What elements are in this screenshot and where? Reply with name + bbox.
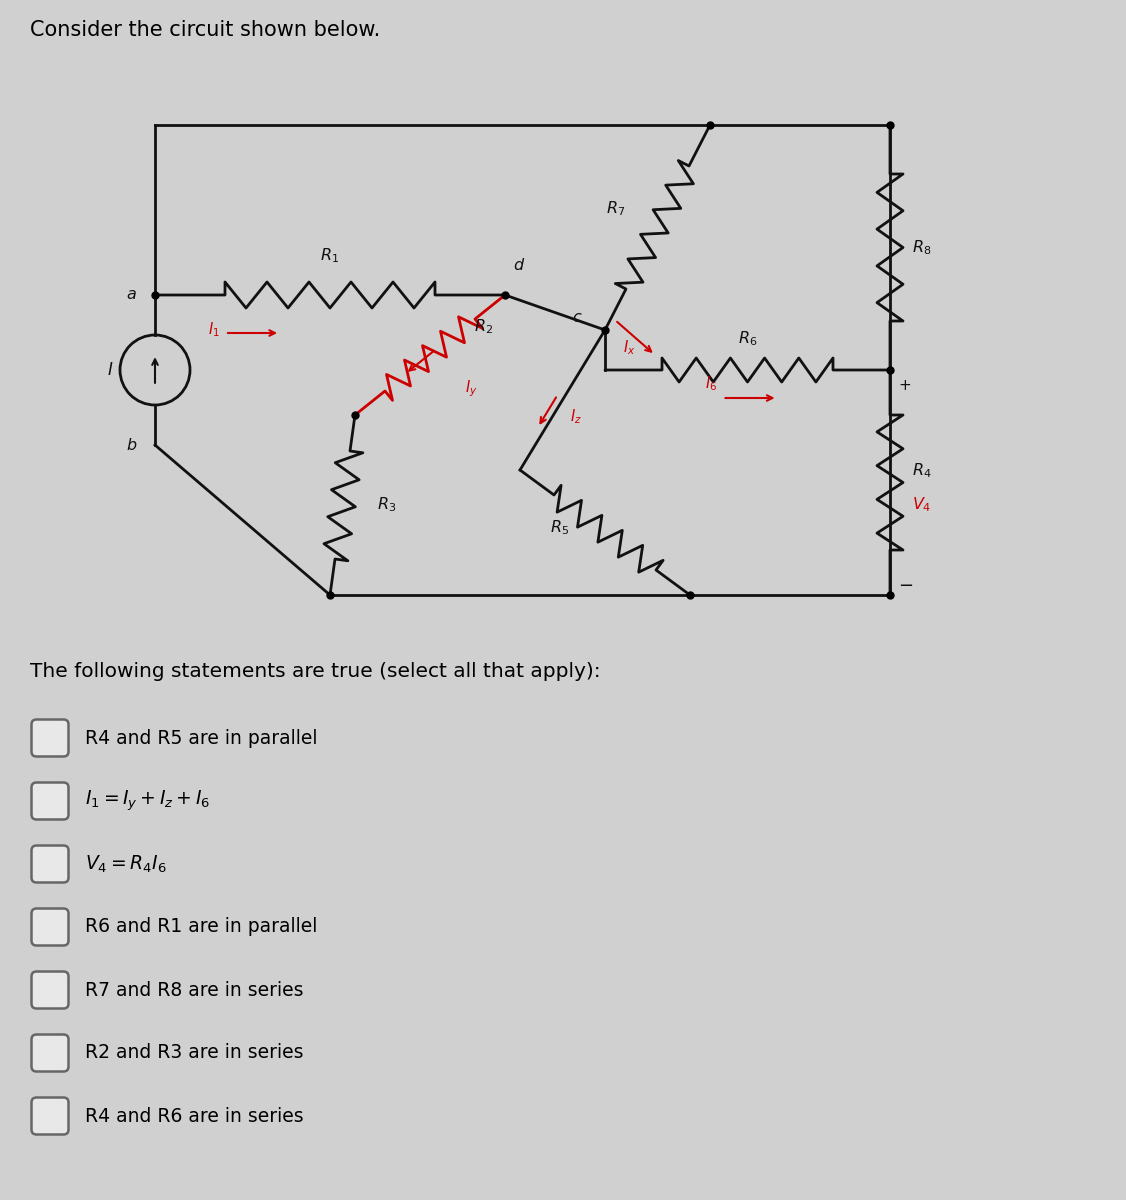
Text: The following statements are true (select all that apply):: The following statements are true (selec… <box>30 662 600 680</box>
Text: $R_2$: $R_2$ <box>474 317 493 336</box>
Text: $b$: $b$ <box>126 437 137 452</box>
Text: R2 and R3 are in series: R2 and R3 are in series <box>84 1044 304 1062</box>
Text: $a$: $a$ <box>126 288 137 302</box>
FancyBboxPatch shape <box>32 720 69 756</box>
Text: $c$: $c$ <box>572 310 583 325</box>
Text: R7 and R8 are in series: R7 and R8 are in series <box>84 980 304 1000</box>
Text: $R_5$: $R_5$ <box>551 518 570 536</box>
Text: Consider the circuit shown below.: Consider the circuit shown below. <box>30 20 381 40</box>
Text: R4 and R5 are in parallel: R4 and R5 are in parallel <box>84 728 318 748</box>
Text: $R_8$: $R_8$ <box>912 238 931 257</box>
Text: $I_x$: $I_x$ <box>623 338 635 356</box>
FancyBboxPatch shape <box>32 1034 69 1072</box>
Text: $I_1$: $I_1$ <box>208 320 220 338</box>
Text: $I_1 = I_y + I_z + I_6$: $I_1 = I_y + I_z + I_6$ <box>84 788 211 814</box>
FancyBboxPatch shape <box>32 972 69 1008</box>
Text: $R_1$: $R_1$ <box>321 246 340 265</box>
Text: R6 and R1 are in parallel: R6 and R1 are in parallel <box>84 918 318 936</box>
Text: $I_z$: $I_z$ <box>570 407 581 426</box>
FancyBboxPatch shape <box>32 908 69 946</box>
Text: $R_3$: $R_3$ <box>377 496 396 515</box>
FancyBboxPatch shape <box>32 782 69 820</box>
Text: $I$: $I$ <box>107 361 113 379</box>
Text: $R_6$: $R_6$ <box>738 329 757 348</box>
Text: $d$: $d$ <box>513 257 525 272</box>
Text: $V_4$: $V_4$ <box>912 496 931 514</box>
Text: $R_4$: $R_4$ <box>912 461 931 480</box>
Text: $R_7$: $R_7$ <box>606 199 625 217</box>
Text: $+$: $+$ <box>899 378 911 392</box>
Text: $I_6$: $I_6$ <box>705 374 717 392</box>
FancyBboxPatch shape <box>32 1098 69 1134</box>
Text: $V_4 = R_4I_6$: $V_4 = R_4I_6$ <box>84 853 167 875</box>
Text: $I_y$: $I_y$ <box>465 378 477 398</box>
Text: $-$: $-$ <box>899 575 913 593</box>
FancyBboxPatch shape <box>32 846 69 882</box>
Text: R4 and R6 are in series: R4 and R6 are in series <box>84 1106 304 1126</box>
